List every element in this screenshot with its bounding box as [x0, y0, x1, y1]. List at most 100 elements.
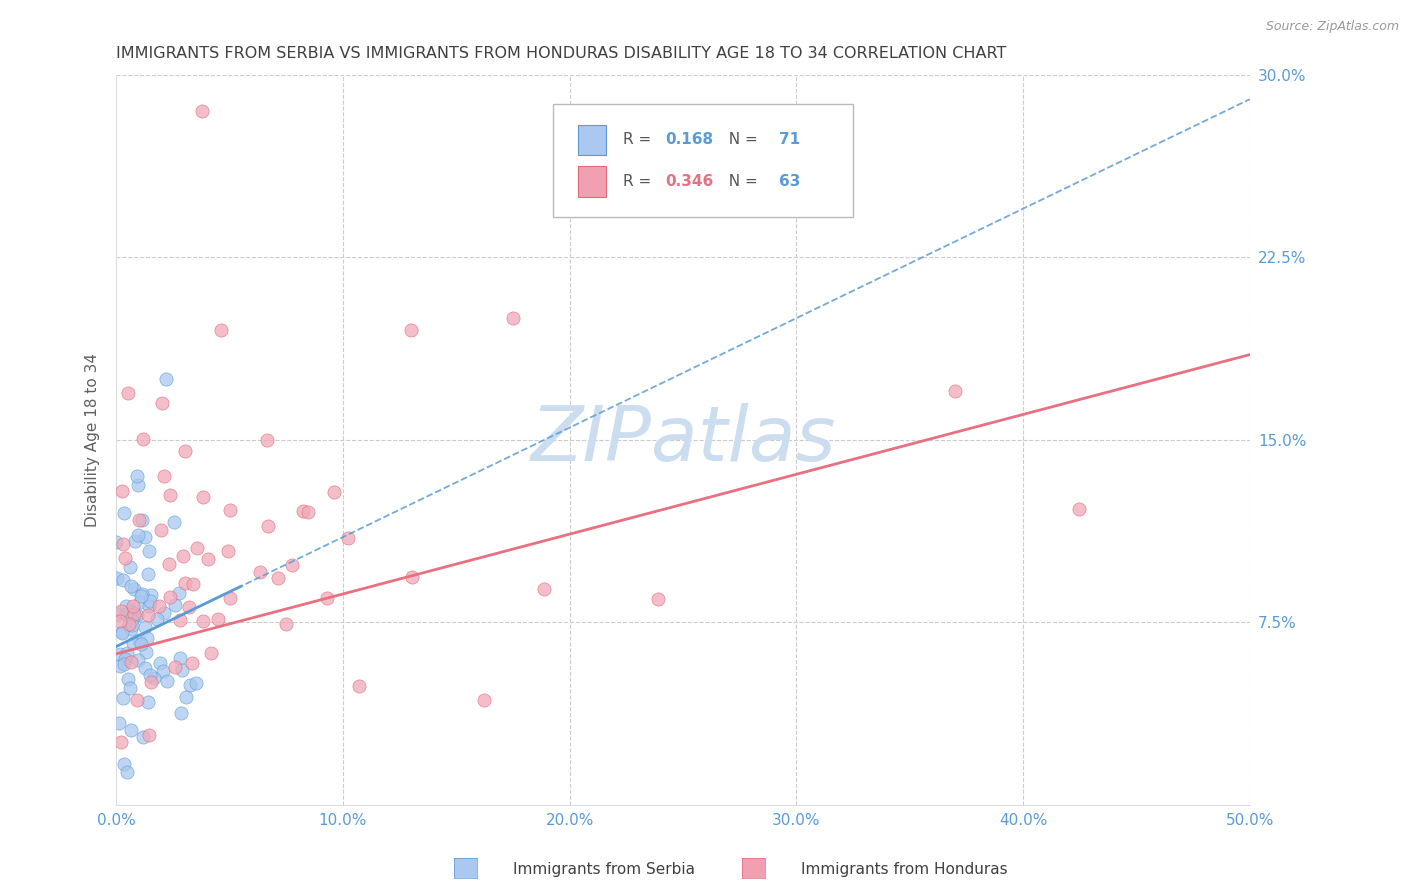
Point [336, 532, 359, 546]
Point [647, 592, 669, 607]
Point [179, 678, 201, 692]
Point [191, 104, 214, 119]
Point [134, 620, 156, 634]
Text: IMMIGRANTS FROM SERBIA VS IMMIGRANTS FROM HONDURAS DISABILITY AGE 18 TO 34 CORRE: IMMIGRANTS FROM SERBIA VS IMMIGRANTS FRO… [117, 46, 1007, 62]
Point [108, 614, 131, 628]
Point [197, 552, 219, 566]
Point [169, 651, 191, 665]
Point [322, 485, 344, 500]
Point [136, 607, 159, 622]
Point [146, 612, 169, 626]
Point [121, 613, 143, 627]
Y-axis label: Disability Age 18 to 34: Disability Age 18 to 34 [86, 352, 100, 527]
Point [127, 469, 149, 483]
Point [139, 667, 162, 681]
Point [127, 607, 149, 622]
Point [120, 655, 142, 669]
Text: 0.168: 0.168 [665, 132, 713, 147]
Point [152, 396, 174, 410]
Point [111, 626, 134, 640]
Point [267, 571, 290, 585]
Point [114, 550, 136, 565]
Point [112, 573, 135, 587]
Point [165, 660, 187, 674]
Point [112, 691, 135, 706]
Point [139, 593, 162, 607]
Point [120, 681, 142, 695]
Point [131, 513, 153, 527]
Point [207, 612, 229, 626]
Point [112, 657, 135, 671]
Point [157, 557, 180, 571]
Point [117, 617, 139, 632]
Point [127, 652, 149, 666]
Point [135, 645, 157, 659]
Text: N =: N = [720, 132, 763, 147]
Point [315, 591, 337, 606]
Bar [578, 125, 606, 155]
Point [134, 530, 156, 544]
Point [124, 582, 146, 596]
Point [117, 673, 139, 687]
Text: 71: 71 [779, 132, 800, 147]
Text: N =: N = [720, 174, 763, 189]
Point [129, 589, 152, 603]
Point [128, 513, 150, 527]
Point [256, 434, 278, 448]
Point [122, 636, 145, 650]
Point [169, 706, 191, 720]
Point [108, 647, 131, 661]
Point [533, 582, 555, 597]
Text: R =: R = [623, 132, 657, 147]
Point [219, 591, 242, 605]
Point [115, 765, 138, 780]
Point [401, 570, 423, 584]
Point [1067, 501, 1090, 516]
Point [159, 488, 181, 502]
Point [176, 690, 198, 704]
Point [131, 586, 153, 600]
Point [186, 541, 208, 555]
Point [138, 728, 160, 742]
Point [122, 607, 145, 622]
Point [200, 646, 222, 660]
Point [134, 661, 156, 675]
Point [117, 386, 139, 401]
Point [149, 656, 172, 670]
Text: ZIPatlas: ZIPatlas [530, 403, 835, 476]
Point [114, 652, 136, 666]
Point [399, 323, 422, 337]
Bar [578, 166, 606, 197]
Text: Source: ZipAtlas.com: Source: ZipAtlas.com [1265, 20, 1399, 33]
Point [502, 311, 524, 326]
FancyBboxPatch shape [553, 104, 853, 217]
Point [139, 588, 162, 602]
Text: Immigrants from Honduras: Immigrants from Honduras [801, 863, 1008, 877]
Point [280, 558, 302, 573]
Point [112, 757, 135, 772]
Point [148, 599, 170, 613]
Point [136, 566, 159, 581]
Point [110, 735, 132, 749]
Point [132, 432, 155, 446]
Point [172, 664, 194, 678]
Point [209, 323, 232, 337]
Point [127, 478, 149, 492]
Point [150, 523, 173, 537]
Point [291, 504, 314, 518]
Point [129, 637, 152, 651]
Text: 0.346: 0.346 [665, 174, 713, 189]
Point [174, 575, 197, 590]
Point [111, 624, 134, 639]
Point [138, 599, 160, 613]
Point [120, 622, 142, 636]
Point [136, 631, 159, 645]
Point [107, 716, 129, 731]
Point [184, 676, 207, 690]
Point [112, 506, 135, 520]
Point [472, 693, 495, 707]
Point [943, 384, 966, 398]
Point [120, 723, 142, 738]
Point [112, 537, 135, 551]
Point [127, 693, 149, 707]
